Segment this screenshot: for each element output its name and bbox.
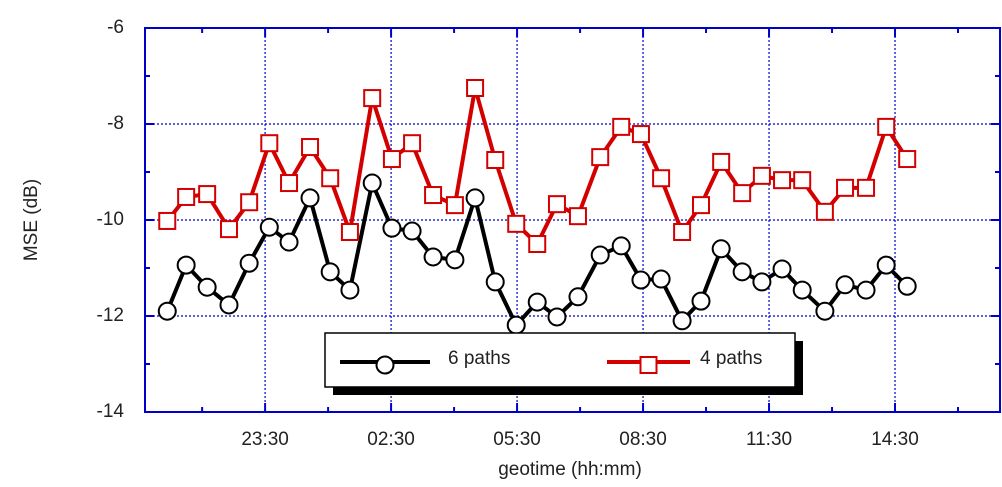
square-marker [652,169,671,188]
circle-marker [631,270,651,290]
circle-marker [711,239,731,259]
circle-marker [611,236,631,256]
square-marker [877,117,896,136]
circle-marker [300,188,320,208]
y-tick-label: -12 [97,305,124,326]
y-tick-label: -14 [97,401,125,422]
legend-label: 6 paths [448,348,510,369]
square-marker [340,223,359,241]
square-marker [793,171,812,190]
square-marker [639,356,658,374]
y-axis-label: MSE (dB) [21,179,42,261]
y-tick-label: -10 [97,209,124,230]
square-marker [301,138,320,157]
circle-marker [590,245,610,265]
square-marker [857,178,876,197]
square-marker [403,134,422,153]
circle-marker [375,355,395,375]
x-tick-label: 05:30 [493,429,541,450]
square-marker [486,151,505,169]
square-marker [547,195,566,214]
square-marker [528,235,547,253]
circle-marker [445,250,465,270]
square-marker [507,214,526,233]
square-marker [673,223,692,241]
square-marker [321,169,340,188]
circle-marker [485,272,505,292]
square-marker [692,196,711,215]
square-marker [445,196,464,215]
square-marker [898,150,917,169]
square-marker [198,185,217,204]
x-axis-label: geotime (hh:mm) [498,459,642,480]
x-tick-label: 02:30 [367,429,415,450]
square-marker [836,178,855,197]
circle-marker [876,255,896,275]
x-tick-label: 23:30 [241,429,289,450]
circle-marker [835,275,855,295]
series-line [165,86,909,246]
square-marker [712,152,731,171]
circle-marker [815,301,835,321]
y-tick-label: -8 [107,113,124,134]
circle-marker [792,280,812,300]
circle-marker [547,307,567,327]
square-marker [733,184,752,203]
square-marker [177,187,196,206]
square-marker [568,207,587,226]
circle-marker [423,247,443,267]
square-marker [260,134,279,153]
square-marker [219,220,238,239]
square-marker [363,89,382,108]
circle-marker [157,301,177,321]
square-marker [631,125,650,144]
circle-marker [320,262,340,282]
square-marker [424,186,443,205]
legend-label: 4 paths [700,348,762,369]
circle-marker [340,280,360,300]
circle-marker [527,292,547,312]
square-marker [158,211,177,230]
square-marker [591,148,610,167]
circle-marker [568,287,588,307]
circle-marker [279,232,299,252]
circle-marker [362,173,382,193]
square-marker [240,193,259,212]
square-marker [382,150,401,169]
circle-marker [856,280,876,300]
circle-marker [219,295,239,315]
circle-marker [752,272,772,292]
square-marker [466,79,485,97]
square-marker [815,202,834,221]
circle-marker [382,218,402,238]
circle-marker [465,188,485,208]
square-marker [280,174,299,193]
y-tick-label: -6 [107,17,124,38]
circle-marker [239,253,259,273]
x-tick-label: 14:30 [871,429,919,450]
square-marker [752,166,771,185]
square-marker [612,117,631,136]
circle-marker [732,262,752,282]
circle-marker [506,315,526,335]
plot-frame [144,27,1001,413]
circle-marker [402,221,422,241]
circle-marker [197,277,217,297]
x-tick-label: 08:30 [619,429,667,450]
circle-marker [772,259,792,279]
x-tick-label: 11:30 [746,429,792,450]
circle-marker [691,291,711,311]
circle-marker [259,217,279,237]
circle-marker [651,269,671,289]
circle-marker [672,311,692,331]
circle-marker [176,255,196,275]
circle-marker [897,276,917,296]
square-marker [773,171,792,190]
